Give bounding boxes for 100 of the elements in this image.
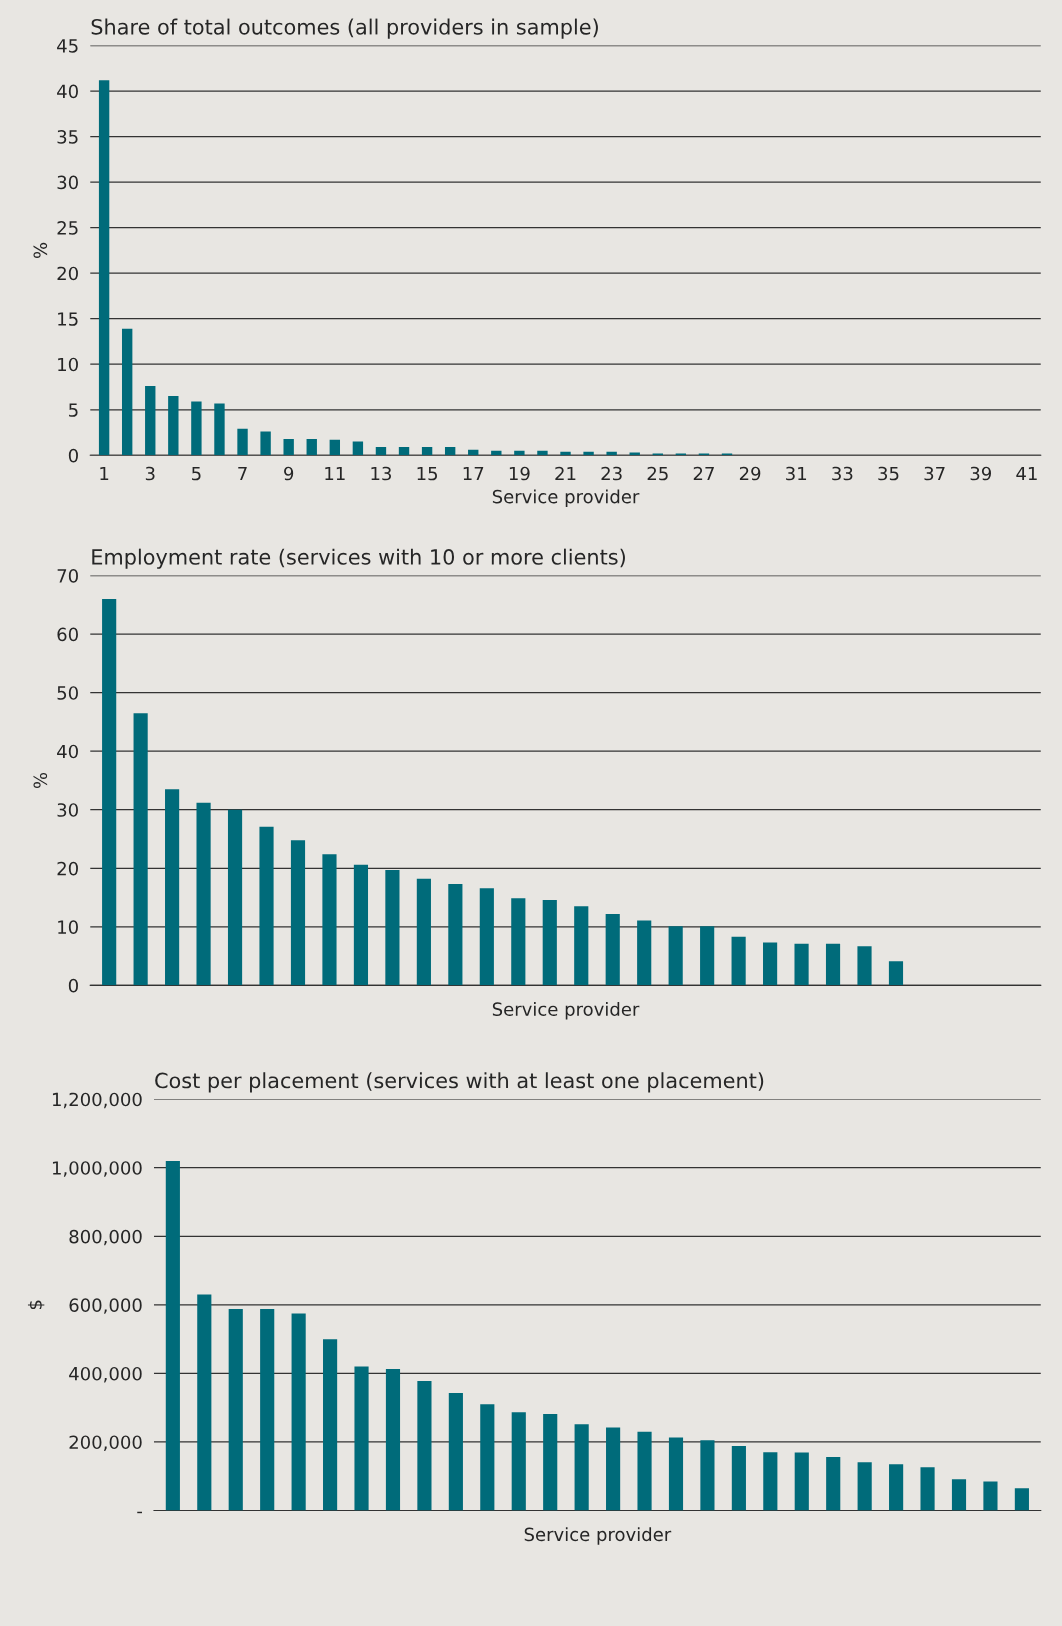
bar <box>889 1464 904 1511</box>
y-tick-label: 40 <box>57 744 78 759</box>
bar <box>574 1424 589 1511</box>
bar <box>214 403 225 456</box>
x-tick-label: 27 <box>693 466 714 481</box>
bar <box>354 1366 369 1511</box>
x-tick-label: 29 <box>739 466 761 481</box>
y-tick-label: 15 <box>58 312 78 326</box>
y-axis-title: % <box>33 772 48 789</box>
y-tick-label: 20 <box>57 861 78 876</box>
y-tick-label: 0 <box>68 978 78 993</box>
x-tick-label: 39 <box>970 466 991 481</box>
x-tick-label: 7 <box>238 466 247 481</box>
y-tick-label: 40 <box>57 84 78 99</box>
bar <box>98 80 110 456</box>
bar <box>825 943 841 986</box>
bar <box>353 864 369 986</box>
y-tick-label: 1,000,000 <box>52 1161 142 1177</box>
bar <box>385 1368 401 1511</box>
bar <box>168 396 179 456</box>
bar <box>385 870 400 986</box>
y-tick-label: 10 <box>58 357 78 372</box>
bar <box>329 439 340 456</box>
bar <box>398 447 410 456</box>
bar <box>857 946 872 986</box>
y-tick-label: 20 <box>57 266 78 281</box>
x-tick-label: 13 <box>371 466 391 481</box>
y-tick-label: 30 <box>57 175 78 190</box>
bar <box>826 1457 841 1511</box>
y-tick-label: 50 <box>57 686 78 700</box>
bar <box>763 942 778 986</box>
bar <box>165 1160 180 1511</box>
x-tick-label: 19 <box>509 466 530 481</box>
y-tick-label: 60 <box>57 627 78 642</box>
x-tick-label: 33 <box>832 466 853 481</box>
y-tick-label: 25 <box>57 221 78 235</box>
bar <box>700 926 715 986</box>
bar <box>511 898 526 986</box>
bar <box>983 1481 998 1511</box>
y-tick-label: 30 <box>57 803 78 817</box>
y-tick-label: 200,000 <box>69 1435 142 1451</box>
y-axis-title: $ <box>27 1300 45 1310</box>
bar <box>731 936 746 986</box>
bar <box>514 450 525 456</box>
x-tick-label: 35 <box>878 466 899 481</box>
bar <box>291 1313 306 1511</box>
y-tick-label: 1,200,000 <box>52 1092 142 1109</box>
bar <box>375 447 387 456</box>
x-tick-label: 23 <box>601 466 622 481</box>
bar <box>323 1339 338 1511</box>
bar <box>228 1308 243 1511</box>
y-tick-label: 600,000 <box>69 1298 142 1314</box>
bar <box>605 913 620 986</box>
bar <box>196 802 211 986</box>
x-tick-label: 3 <box>145 466 155 481</box>
bar <box>283 438 294 456</box>
bar <box>637 920 652 986</box>
bar <box>668 1437 684 1511</box>
bar <box>700 1440 715 1511</box>
x-axis-title: Service provider <box>492 489 640 507</box>
x-tick-label: 9 <box>284 466 294 481</box>
y-tick-label: 5 <box>69 403 78 417</box>
x-tick-label: 5 <box>192 466 201 481</box>
bar <box>165 789 180 986</box>
bar <box>731 1446 746 1511</box>
bar <box>227 809 243 986</box>
bar <box>197 1294 212 1511</box>
bar <box>857 1462 872 1511</box>
y-tick-label: 45 <box>57 39 78 53</box>
bar <box>480 1404 495 1511</box>
bar <box>290 840 306 986</box>
y-tick-label: 10 <box>58 920 78 934</box>
bar <box>352 441 364 456</box>
bar <box>574 906 589 986</box>
bar <box>763 1452 778 1511</box>
bar <box>448 884 463 986</box>
y-tick-label: 35 <box>57 130 78 144</box>
bar <box>417 1380 432 1511</box>
x-axis-title: Service provider <box>524 1527 672 1545</box>
y-tick-label: 70 <box>57 569 78 583</box>
chart-title: Share of total outcomes (all providers in sample) <box>91 18 598 39</box>
bar <box>794 1452 809 1511</box>
bar <box>888 961 904 986</box>
bar <box>920 1467 935 1511</box>
x-tick-label: 11 <box>325 466 345 481</box>
x-tick-label: 41 <box>1016 466 1037 481</box>
bar <box>951 1479 967 1511</box>
bar <box>237 428 248 456</box>
y-tick-label: 800,000 <box>69 1229 142 1246</box>
bar <box>668 926 683 986</box>
bar <box>145 386 156 456</box>
bar <box>102 599 117 986</box>
bar <box>421 447 433 456</box>
bar <box>542 899 557 986</box>
y-tick-label: 400,000 <box>69 1366 142 1383</box>
x-tick-label: 31 <box>786 466 807 481</box>
bar <box>260 1308 275 1511</box>
bar <box>537 450 548 456</box>
y-tick-label: 0 <box>68 448 78 463</box>
bar <box>448 1392 463 1511</box>
